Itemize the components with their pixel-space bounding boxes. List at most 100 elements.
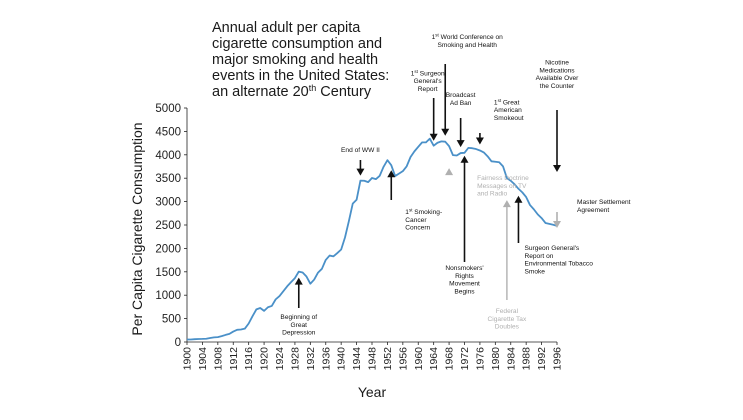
annotation-label: Nonsmokers' bbox=[445, 265, 483, 272]
annotation-arrowhead bbox=[356, 168, 365, 176]
y-tick-label: 3500 bbox=[155, 173, 181, 185]
annotation-label: the Counter bbox=[540, 83, 575, 90]
annotation-label: Master Settlement bbox=[577, 199, 631, 206]
x-tick-label: 1904 bbox=[197, 347, 209, 371]
annotation-label: Begins bbox=[454, 288, 475, 295]
annotation-arrowhead bbox=[445, 168, 454, 176]
annotation-label: Movement bbox=[449, 281, 480, 288]
annotation-end-of-ww2: End of WW II bbox=[341, 147, 380, 176]
annotation-label: Beginning of bbox=[280, 314, 317, 321]
chart-title-line: cigarette consumption and bbox=[212, 36, 382, 52]
y-tick-label: 1500 bbox=[155, 267, 181, 279]
annotation-arrowhead bbox=[429, 133, 438, 141]
x-tick-label: 1948 bbox=[367, 347, 379, 371]
x-tick-labels: 1900 1904 1908 1912 1916 1920 1924 1928 1932 1936… bbox=[182, 342, 564, 370]
annotation-arrowhead bbox=[553, 165, 561, 172]
annotation-arrowhead bbox=[441, 128, 450, 136]
annotation-label: General's bbox=[414, 78, 443, 85]
annotation-label: Broadcast bbox=[446, 92, 476, 99]
y-tick-label: 4500 bbox=[155, 126, 181, 138]
y-tick-label: 4000 bbox=[155, 150, 181, 162]
annotation-label: Agreement bbox=[577, 207, 609, 214]
annotation-label: Cancer bbox=[405, 217, 427, 224]
annotation-label: Doubles bbox=[495, 324, 520, 331]
x-tick-label: 1992 bbox=[536, 347, 548, 371]
x-tick-label: 1916 bbox=[243, 347, 255, 371]
annotation-label: Medications bbox=[539, 67, 575, 74]
chart-series bbox=[186, 137, 558, 341]
x-tick-label: 1952 bbox=[382, 347, 394, 371]
x-tick-label: 1968 bbox=[444, 347, 456, 371]
annotation-label: Environmental Tobacco bbox=[524, 261, 593, 268]
annotation-label: Report bbox=[418, 86, 438, 93]
chart-title-line: Annual adult per capita bbox=[212, 20, 361, 36]
annotation-label: 1st Great bbox=[494, 98, 520, 107]
annotation-arrowhead bbox=[460, 155, 469, 163]
y-tick-label: 5000 bbox=[155, 103, 181, 115]
annotation-label: 1st World Conference on bbox=[432, 33, 504, 42]
x-tick-label: 1920 bbox=[259, 347, 271, 371]
annotation-arrowhead bbox=[514, 195, 523, 203]
y-tick-label: 0 bbox=[175, 337, 181, 349]
x-tick-label: 1944 bbox=[351, 347, 363, 371]
x-tick-label: 1924 bbox=[274, 347, 286, 371]
annotation-arrowhead bbox=[475, 137, 484, 145]
annotation-label: and Radio bbox=[477, 191, 507, 198]
chart-axes bbox=[186, 108, 557, 343]
annotation-label: 1st Surgeon bbox=[411, 69, 445, 78]
annotation-arrowhead bbox=[553, 221, 561, 228]
annotation-label: Smoking and Health bbox=[438, 42, 498, 49]
x-tick-label: 1912 bbox=[228, 347, 240, 371]
x-tick-label: 1964 bbox=[428, 347, 440, 371]
annotation-arrowhead bbox=[502, 200, 511, 208]
annotation-label: Rights bbox=[455, 273, 474, 280]
annotation-label: Depression bbox=[282, 330, 316, 337]
x-tick-label: 1988 bbox=[521, 347, 533, 371]
y-tick-label: 500 bbox=[162, 314, 181, 326]
annotation-label: Federal bbox=[496, 308, 519, 315]
annotation-label: Surgeon General's bbox=[524, 245, 579, 252]
y-tick-label: 1000 bbox=[155, 290, 181, 302]
x-tick-label: 1908 bbox=[212, 347, 224, 371]
x-tick-label: 1940 bbox=[336, 347, 348, 371]
y-tick-label: 3000 bbox=[155, 197, 181, 209]
y-tick-labels: 0 500 1000 1500 2000 2500 3000 3500 4000 4500 5000 bbox=[155, 103, 187, 349]
annotation-arrowhead bbox=[456, 140, 465, 148]
x-tick-label: 1928 bbox=[289, 347, 301, 371]
x-tick-label: 1972 bbox=[459, 347, 471, 371]
x-tick-label: 1980 bbox=[490, 347, 502, 371]
x-tick-label: 1936 bbox=[320, 347, 332, 371]
chart-title-line: events in the United States: bbox=[212, 68, 389, 84]
annotation-label: Smoke bbox=[524, 268, 545, 275]
annotation-label: Messages on TV bbox=[477, 183, 527, 190]
series-line bbox=[186, 137, 558, 341]
x-tick-label: 1900 bbox=[182, 347, 194, 371]
annotation-label: American bbox=[494, 107, 522, 114]
x-tick-label: 1932 bbox=[305, 347, 317, 371]
annotation-label: Report on bbox=[524, 253, 553, 260]
y-tick-label: 2500 bbox=[155, 220, 181, 232]
y-axis-label: Per Capita Cigarette Consumption bbox=[129, 122, 145, 335]
annotation-label: Available Over bbox=[536, 75, 580, 82]
chart-title-line: an alternate 20th Century bbox=[212, 83, 372, 100]
annotation-label: Nicotine bbox=[545, 60, 569, 67]
annotation-arrowhead bbox=[294, 277, 303, 285]
x-axis-label: Year bbox=[358, 384, 387, 400]
y-tick-label: 2000 bbox=[155, 243, 181, 255]
annotation-label: 1st Smoking- bbox=[405, 208, 442, 217]
